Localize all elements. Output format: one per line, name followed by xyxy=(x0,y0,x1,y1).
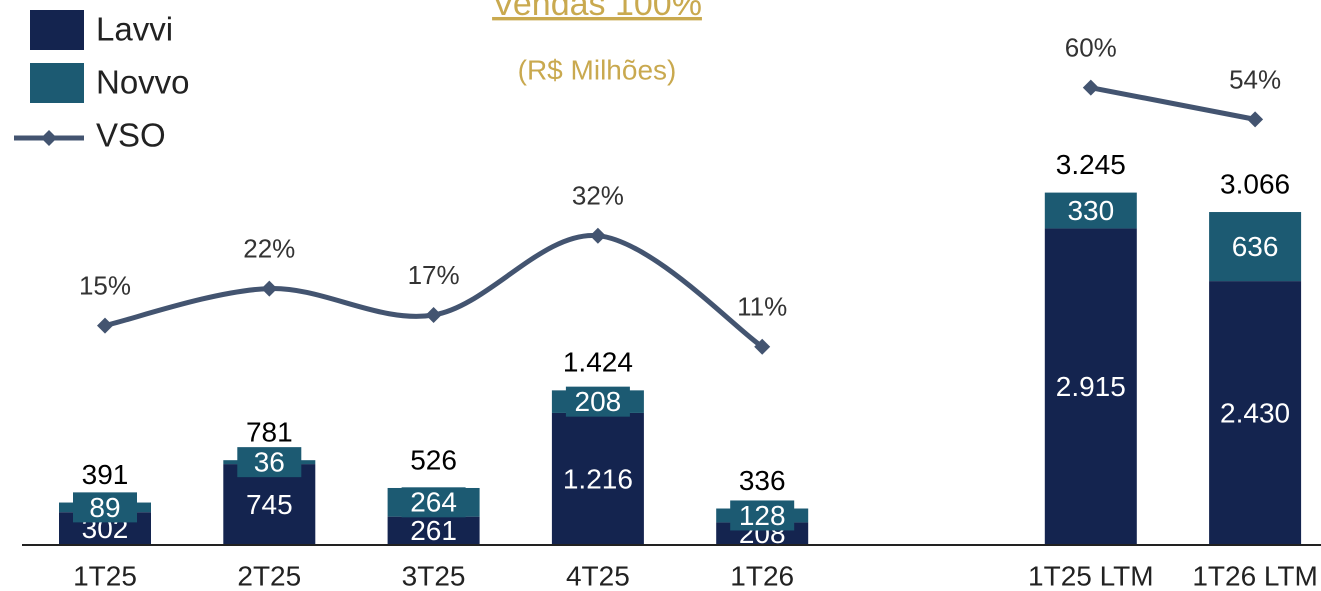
data-label: 745 xyxy=(246,489,293,520)
bar-segment xyxy=(1044,192,1137,229)
total-label: 391 xyxy=(82,459,129,490)
bar-segment xyxy=(387,516,480,545)
vso-label: 17% xyxy=(408,260,460,290)
data-label: 330 xyxy=(1067,195,1114,226)
vso-marker xyxy=(261,280,278,297)
x-tick-label: 1T26 LTM xyxy=(1192,560,1318,591)
vso-label: 32% xyxy=(572,181,624,211)
vso-marker xyxy=(1082,79,1099,96)
data-label: 2.430 xyxy=(1220,397,1290,428)
data-label: 261 xyxy=(410,515,457,546)
bar-segment xyxy=(1209,212,1302,282)
bar-segment xyxy=(1044,228,1137,545)
legend-swatch xyxy=(30,63,84,103)
legend-label: Novvo xyxy=(96,64,190,101)
x-tick-label: 1T25 xyxy=(73,560,137,591)
legend-marker xyxy=(41,130,57,146)
label-box xyxy=(401,487,466,518)
vso-label: 60% xyxy=(1065,33,1117,63)
bar-segment xyxy=(1209,281,1302,545)
label-box xyxy=(565,386,630,417)
data-label: 636 xyxy=(1232,231,1279,262)
legend-swatch xyxy=(30,10,84,50)
data-label: 2.915 xyxy=(1056,371,1126,402)
data-label: 89 xyxy=(89,492,120,523)
chart-subtitle: (R$ Milhões) xyxy=(518,54,677,85)
chart-title: Vendas 100% xyxy=(492,0,702,23)
vso-marker xyxy=(97,317,113,334)
x-tick-label: 4T25 xyxy=(566,560,630,591)
label-box xyxy=(730,500,795,531)
total-label: 336 xyxy=(739,465,786,496)
legend-label: VSO xyxy=(96,117,166,154)
data-label: 208 xyxy=(575,386,622,417)
vso-marker xyxy=(754,338,771,355)
vso-label: 22% xyxy=(243,233,295,263)
legend-label: Lavvi xyxy=(96,11,173,48)
x-tick-label: 1T25 LTM xyxy=(1028,560,1154,591)
x-tick-label: 3T25 xyxy=(402,560,466,591)
label-box xyxy=(73,492,137,523)
data-label: 36 xyxy=(254,447,285,478)
bar-segment xyxy=(551,412,644,545)
vso-marker xyxy=(425,307,442,324)
total-label: 781 xyxy=(246,417,293,448)
data-label: 264 xyxy=(410,487,457,518)
vso-label: 15% xyxy=(79,270,131,300)
vso-marker xyxy=(1247,111,1264,128)
vso-marker xyxy=(589,227,606,244)
x-tick-label: 2T25 xyxy=(237,560,301,591)
total-label: 3.066 xyxy=(1220,168,1290,199)
data-label: 128 xyxy=(739,500,786,531)
total-label: 3.245 xyxy=(1056,149,1126,180)
x-tick-label: 1T26 xyxy=(730,560,794,591)
total-label: 526 xyxy=(410,444,457,475)
total-label: 1.424 xyxy=(563,347,633,378)
bar-segment xyxy=(223,464,316,545)
data-label: 1.216 xyxy=(563,463,633,494)
vso-label: 11% xyxy=(737,292,787,322)
vso-label: 54% xyxy=(1229,64,1281,94)
label-box xyxy=(237,447,302,478)
